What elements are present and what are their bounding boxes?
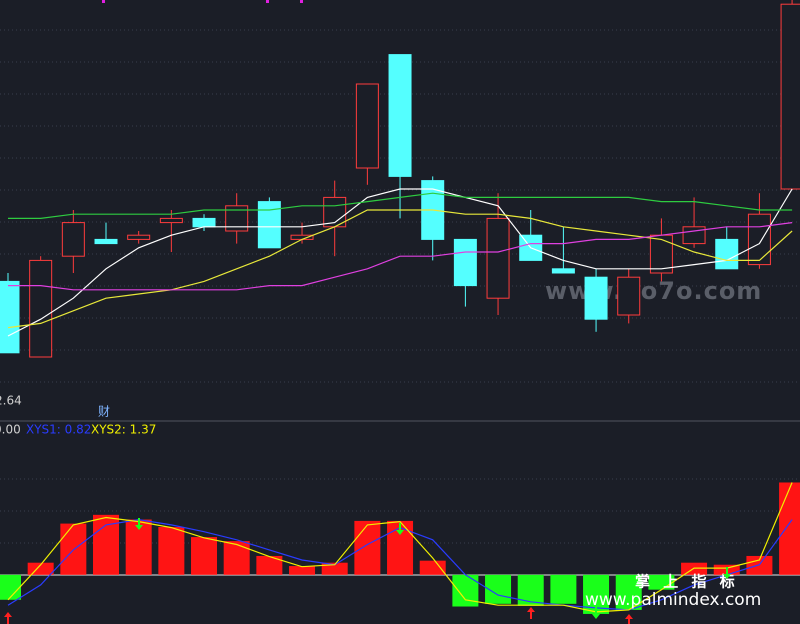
candle-body	[0, 280, 20, 354]
indicator-line	[7, 188, 793, 337]
candle-body	[551, 268, 575, 274]
candle-body	[388, 54, 412, 177]
watermark: 掌 上 指 标	[635, 573, 739, 591]
candle-body	[127, 234, 151, 240]
candle-body	[225, 205, 249, 232]
legend-entry: XYS2: 1.37	[91, 423, 156, 437]
candle-body	[617, 276, 641, 316]
candle-body	[584, 276, 608, 320]
candle-body	[192, 217, 216, 228]
watermark: www.6o7o.com	[545, 277, 762, 305]
candle-body	[486, 217, 510, 299]
candle-body	[682, 226, 706, 245]
candle-body	[94, 238, 118, 245]
candle-body	[61, 222, 85, 257]
bar	[550, 574, 577, 604]
bar	[321, 562, 348, 575]
bar	[223, 541, 250, 575]
candle-body	[257, 201, 281, 249]
signals	[4, 518, 731, 624]
bar	[256, 555, 283, 575]
candle-body	[355, 83, 379, 169]
candle-body	[453, 238, 477, 287]
bar	[191, 537, 218, 575]
candle-body	[780, 3, 800, 190]
bar	[289, 566, 316, 575]
bar	[158, 526, 185, 575]
marker-label: 财	[98, 405, 110, 419]
indicator-line	[7, 209, 793, 329]
candle-body	[29, 259, 53, 358]
indicator-header: 0.00	[0, 423, 21, 437]
top-marks	[102, 0, 303, 3]
bar	[779, 482, 800, 575]
bar	[354, 520, 381, 575]
bar	[0, 574, 21, 600]
low-price-label: 2.64	[0, 394, 22, 408]
indicator-line	[8, 192, 793, 219]
candle-body	[747, 213, 771, 266]
bar	[419, 560, 446, 575]
candle-body	[159, 217, 183, 224]
watermark: www.palmindex.com	[585, 590, 761, 610]
bar	[746, 555, 773, 575]
bar	[517, 574, 544, 606]
indicator-line	[8, 222, 793, 291]
candle-body	[715, 238, 739, 270]
legend-entry: XYS1: 0.82	[26, 423, 91, 437]
